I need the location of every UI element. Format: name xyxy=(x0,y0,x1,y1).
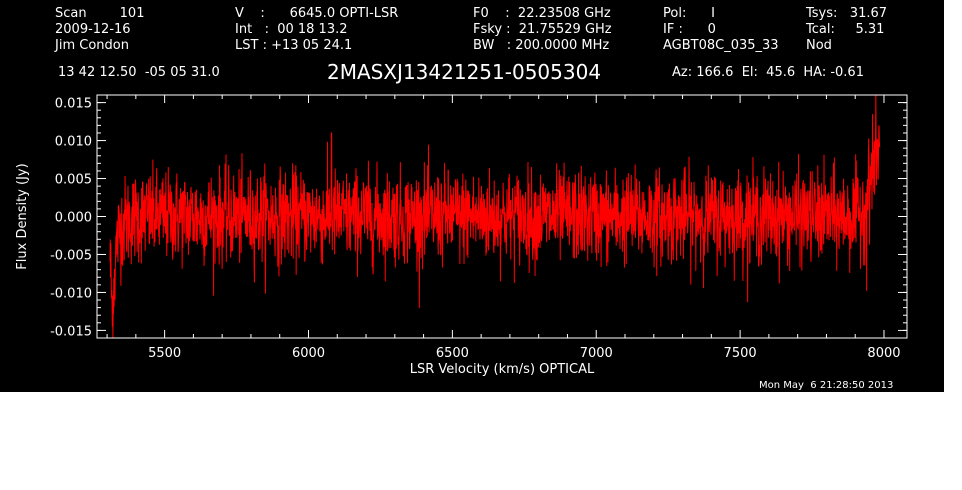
y-tick-label: 0.005 xyxy=(55,173,92,188)
x-tick-label: 7500 xyxy=(724,346,757,361)
scan-label: Scan 101 xyxy=(55,6,145,21)
tcal-label: Tcal: 5.31 xyxy=(806,22,885,37)
y-tick-label: 0.010 xyxy=(55,135,92,150)
x-axis-label: LSR Velocity (km/s) OPTICAL xyxy=(410,362,595,377)
tsys-label: Tsys: 31.67 xyxy=(806,6,888,21)
x-tick-label: 7000 xyxy=(580,346,613,361)
bandwidth-label: BW : 200.0000 MHz xyxy=(473,38,610,53)
x-tick-label: 6000 xyxy=(292,346,325,361)
sky-frequency-label: Fsky : 21.75529 GHz xyxy=(473,22,612,37)
x-tick-label: 6500 xyxy=(436,346,469,361)
lst-label: LST : +13 05 24.1 xyxy=(235,38,353,53)
y-tick-label: -0.015 xyxy=(50,324,92,339)
source-name: 2MASXJ13421251-0505304 xyxy=(327,60,602,84)
if-label: IF : 0 xyxy=(663,22,716,37)
polarization-label: Pol: I xyxy=(663,6,715,21)
timestamp: Mon May 6 21:28:50 2013 xyxy=(759,380,894,391)
plot-panel: Scan 101 2009-12-16 Jim Condon V : 6645.… xyxy=(0,0,944,392)
date-label: 2009-12-16 xyxy=(55,22,131,37)
integration-label: Int : 00 18 13.2 xyxy=(235,22,348,37)
y-tick-label: 0.000 xyxy=(55,211,92,226)
project-label: AGBT08C_035_33 xyxy=(663,38,779,53)
pointing-label: Az: 166.6 El: 45.6 HA: -0.61 xyxy=(672,65,864,80)
mode-label: Nod xyxy=(806,38,832,53)
spectrum-trace xyxy=(109,94,881,339)
x-tick-label: 8000 xyxy=(867,346,900,361)
x-tick-label: 5500 xyxy=(148,346,181,361)
rest-frequency-label: F0 : 22.23508 GHz xyxy=(473,6,611,21)
observer-label: Jim Condon xyxy=(55,38,129,53)
coordinates-label: 13 42 12.50 -05 05 31.0 xyxy=(58,65,220,80)
y-tick-label: 0.015 xyxy=(55,97,92,112)
spectrum-chart: 5500 6000 6500 7000 7500 8000 -0.015 -0.010 -0.0… xyxy=(15,94,908,377)
y-tick-label: -0.010 xyxy=(50,286,92,301)
y-tick-label: -0.005 xyxy=(50,248,92,263)
velocity-label: V : 6645.0 OPTI-LSR xyxy=(235,6,399,21)
y-axis-label: Flux Density (Jy) xyxy=(15,163,30,269)
